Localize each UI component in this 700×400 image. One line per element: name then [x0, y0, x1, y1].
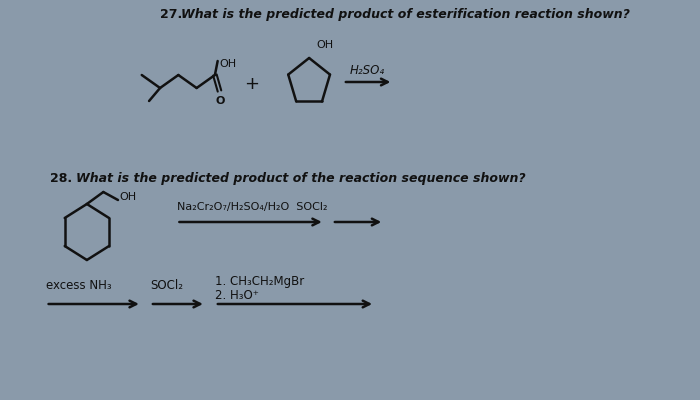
Text: OH: OH	[220, 59, 237, 69]
Text: 2. H₃O⁺: 2. H₃O⁺	[215, 289, 259, 302]
Text: SOCl₂: SOCl₂	[150, 279, 183, 292]
Text: OH: OH	[120, 192, 137, 202]
Text: excess NH₃: excess NH₃	[46, 279, 111, 292]
Text: 28.: 28.	[50, 172, 72, 185]
Text: 1. CH₃CH₂MgBr: 1. CH₃CH₂MgBr	[215, 275, 304, 288]
Text: 27.: 27.	[160, 8, 182, 21]
Text: H₂SO₄: H₂SO₄	[350, 64, 385, 77]
Text: What is the predicted product of esterification reaction shown?: What is the predicted product of esterif…	[181, 8, 630, 21]
Text: What is the predicted product of the reaction sequence shown?: What is the predicted product of the rea…	[76, 172, 526, 185]
Text: Na₂Cr₂O₇/H₂SO₄/H₂O  SOCl₂: Na₂Cr₂O₇/H₂SO₄/H₂O SOCl₂	[176, 202, 327, 212]
Text: OH: OH	[316, 40, 334, 50]
Text: +: +	[244, 75, 259, 93]
Text: O: O	[216, 96, 225, 106]
